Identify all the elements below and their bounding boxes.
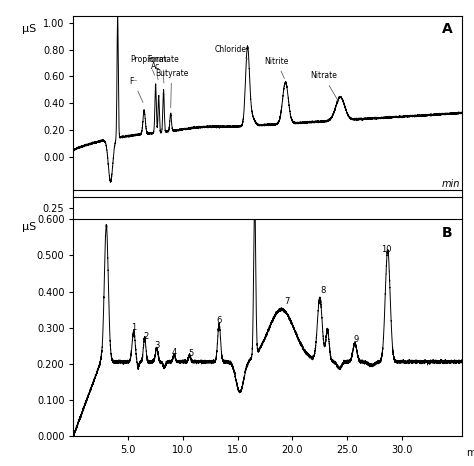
Text: 1: 1 — [131, 323, 137, 332]
Text: Formate: Formate — [147, 55, 179, 83]
Text: 10: 10 — [382, 245, 392, 254]
Text: Nitrite: Nitrite — [264, 57, 289, 79]
Text: Chloride: Chloride — [215, 45, 247, 59]
Text: Propionat: Propionat — [130, 55, 167, 75]
Text: 6: 6 — [217, 315, 222, 325]
Text: 4: 4 — [172, 348, 177, 357]
Text: Butyrate: Butyrate — [155, 69, 188, 108]
Text: 9: 9 — [353, 335, 358, 344]
Text: 8: 8 — [320, 286, 326, 295]
Text: 2: 2 — [143, 332, 148, 341]
Text: μS: μS — [22, 221, 36, 232]
Text: min: min — [466, 448, 474, 458]
Text: Nitrate: Nitrate — [310, 71, 339, 102]
Text: 7: 7 — [284, 297, 290, 306]
Text: A: A — [442, 22, 452, 36]
Text: 5: 5 — [188, 349, 193, 358]
Text: F⁻: F⁻ — [129, 77, 143, 103]
Text: Ac: Ac — [151, 62, 160, 80]
Text: B: B — [442, 226, 452, 240]
Text: min: min — [442, 179, 460, 189]
Text: μS: μS — [22, 23, 36, 34]
Text: 3: 3 — [155, 341, 160, 350]
